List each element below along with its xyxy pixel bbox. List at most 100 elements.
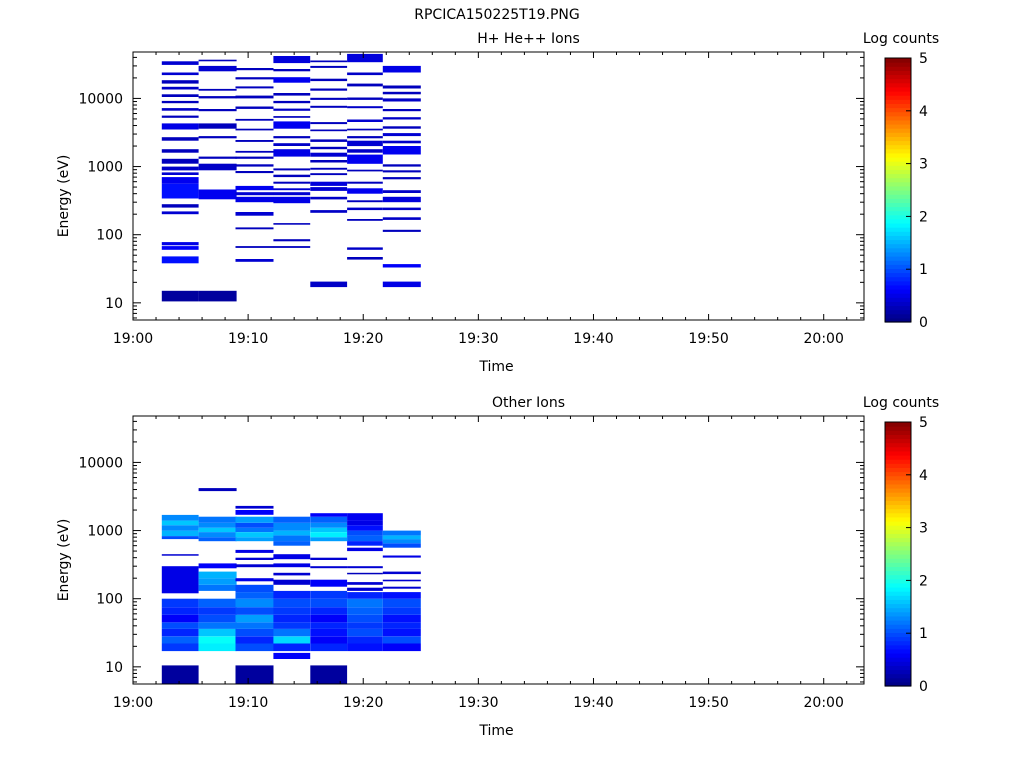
heatmap-cell — [198, 607, 237, 615]
heatmap-cell — [161, 614, 199, 623]
colorbar-segment — [885, 525, 911, 530]
colorbar-segment — [885, 512, 911, 518]
x-tick-label: 19:30 — [458, 331, 498, 347]
heatmap-cell — [198, 532, 237, 538]
heatmap-cell — [161, 115, 199, 118]
colorbar-segment — [885, 214, 911, 220]
colorbar-segment — [885, 272, 911, 278]
colorbar-label: Log counts — [863, 395, 939, 411]
heatmap-cell — [161, 665, 199, 684]
colorbar-segment — [885, 529, 911, 534]
colorbar-segment — [885, 95, 911, 100]
heatmap-cell — [273, 554, 311, 560]
colorbar-segment — [885, 124, 911, 129]
colorbar-segment — [885, 496, 911, 501]
colorbar-tick-label: 1 — [919, 262, 928, 278]
colorbar-segment — [885, 297, 911, 302]
colorbar-segment — [885, 607, 911, 613]
heatmap-cell — [161, 166, 199, 171]
heatmap-cell — [310, 210, 348, 213]
heatmap-cell — [310, 513, 348, 517]
y-tick-label: 10000 — [78, 91, 123, 107]
colorbar-segment — [885, 566, 911, 572]
heatmap-cell — [235, 196, 274, 203]
heatmap-cell — [382, 190, 421, 193]
heatmap-cell — [347, 72, 383, 76]
heatmap-cell — [347, 207, 383, 211]
heatmap-cell — [235, 510, 274, 515]
heatmap-cell — [347, 592, 383, 599]
heatmap-cell — [235, 665, 274, 684]
colorbar-segment — [885, 70, 911, 76]
colorbar-segment — [885, 434, 911, 440]
heatmap-cell — [198, 59, 237, 62]
colorbar-segment — [885, 521, 911, 526]
heatmap-cell — [347, 520, 383, 526]
heatmap-cell — [273, 522, 311, 531]
colorbar-segment — [885, 243, 911, 249]
heatmap-cell — [382, 146, 421, 155]
heatmap-cell — [310, 527, 348, 532]
colorbar-segment — [885, 305, 911, 311]
colorbar-segment — [885, 140, 911, 146]
colorbar-segment — [885, 210, 911, 216]
colorbar-segment — [885, 562, 911, 567]
colorbar-segment — [885, 500, 911, 506]
colorbar-segment — [885, 446, 911, 452]
heatmap-cell — [235, 598, 274, 608]
heatmap-cell — [161, 622, 199, 629]
heatmap-cell — [382, 264, 421, 268]
heatmap-cell — [382, 643, 421, 652]
heatmap-cell — [161, 149, 199, 153]
y-axis-label: Energy (eV) — [56, 519, 72, 602]
heatmap-cell — [347, 547, 383, 552]
heatmap-cell — [235, 643, 274, 652]
colorbar-segment — [885, 284, 911, 290]
heatmap-cell — [310, 522, 348, 528]
y-tick-label: 100 — [96, 228, 123, 244]
colorbar-segment — [885, 119, 911, 125]
y-axis-label: Energy (eV) — [56, 155, 72, 238]
heatmap-cell — [347, 119, 383, 122]
heatmap-cell — [310, 152, 348, 157]
heatmap-cell — [347, 525, 383, 531]
panel-1: H+ He++ Ions 19:00 19:10 19:20 19:30 19:40 19:… — [56, 31, 939, 375]
heatmap-cell — [382, 614, 421, 623]
heatmap-cell — [235, 86, 274, 89]
heatmap-cell — [161, 520, 199, 526]
colorbar-segment — [885, 545, 911, 551]
heatmap-cell — [273, 246, 311, 248]
heatmap-cell — [273, 108, 311, 111]
colorbar-segment — [885, 107, 911, 113]
colorbar-segment — [885, 62, 911, 67]
heatmap-cell — [161, 100, 199, 104]
heatmap-cell — [347, 572, 383, 575]
colorbar-tick-label: 2 — [919, 209, 928, 225]
heatmap-cell — [161, 204, 199, 208]
heatmap-cell — [382, 622, 421, 629]
heatmap-cell — [235, 140, 274, 142]
heatmap-cell — [198, 614, 237, 623]
heatmap-cell — [382, 177, 421, 180]
colorbar-segment — [885, 235, 911, 241]
heatmap-cell — [273, 590, 311, 599]
heatmap-cell — [382, 571, 421, 575]
heatmap-cell — [235, 68, 274, 71]
heatmap-cell — [273, 116, 311, 118]
heatmap-cell — [273, 143, 311, 146]
heatmap-cell — [161, 607, 199, 615]
heatmap-cell — [235, 537, 274, 542]
heatmap-cell — [347, 200, 383, 203]
heatmap-cell — [347, 541, 383, 546]
colorbar-segment — [885, 128, 911, 133]
colorbar-segment — [885, 516, 911, 522]
heatmap-cell — [347, 83, 383, 87]
colorbar-label: Log counts — [863, 31, 939, 47]
heatmap-cell — [235, 171, 274, 174]
heatmap-cell — [161, 525, 199, 531]
colorbar-segment — [885, 492, 911, 497]
colorbar-segment — [885, 231, 911, 236]
heatmap-cell — [235, 516, 274, 523]
heatmap-cell — [273, 93, 311, 96]
colorbar-segment — [885, 181, 911, 187]
